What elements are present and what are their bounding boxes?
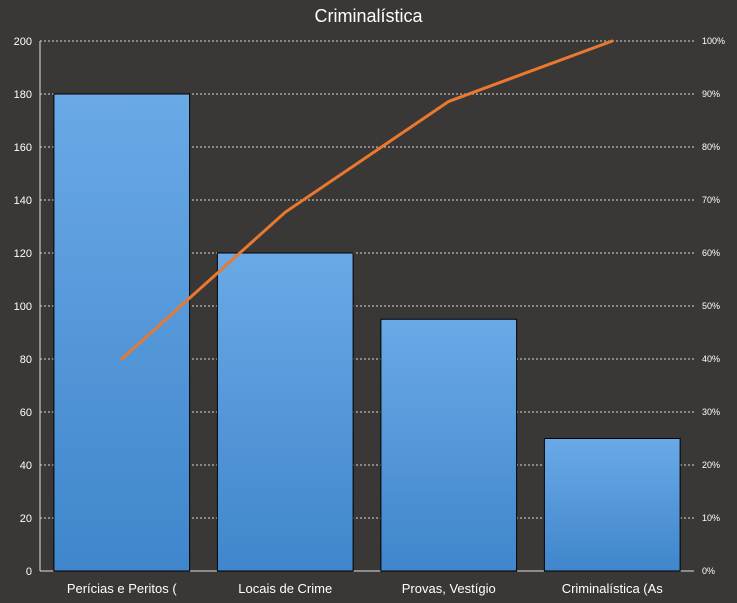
- y2-tick-label: 50%: [702, 301, 720, 311]
- y-tick-label: 140: [14, 195, 32, 207]
- y-tick-label: 40: [20, 460, 32, 472]
- y-tick-label: 0: [26, 566, 32, 578]
- cumulative-line: [120, 39, 614, 361]
- y2-tick-label: 30%: [702, 407, 720, 417]
- y-tick-label: 180: [14, 89, 32, 101]
- y-tick-label: 60: [20, 407, 32, 419]
- x-tick-label: Perícias e Peritos (: [67, 581, 177, 596]
- bar: [216, 252, 354, 572]
- y-tick-label: 160: [14, 142, 32, 154]
- y2-tick-label: 70%: [702, 195, 720, 205]
- y2-tick-label: 0%: [702, 566, 715, 576]
- bar: [543, 438, 681, 572]
- x-tick-label: Criminalística (As: [562, 581, 664, 596]
- y2-tick-label: 40%: [702, 354, 720, 364]
- y2-tick-label: 80%: [702, 142, 720, 152]
- y2-tick-label: 10%: [702, 513, 720, 523]
- bar: [380, 318, 518, 572]
- y-tick-label: 200: [14, 36, 32, 48]
- y-tick-label: 120: [14, 248, 32, 260]
- y-tick-label: 20: [20, 513, 32, 525]
- y-tick-label: 80: [20, 354, 32, 366]
- bar: [53, 93, 191, 572]
- y2-tick-label: 90%: [702, 89, 720, 99]
- x-tick-label: Locais de Crime: [238, 581, 332, 596]
- y2-tick-label: 60%: [702, 248, 720, 258]
- y-tick-label: 100: [14, 301, 32, 313]
- x-tick-label: Provas, Vestígio: [402, 581, 496, 596]
- y2-tick-label: 100%: [702, 36, 725, 46]
- chart-title: Criminalística: [314, 6, 423, 26]
- y2-tick-label: 20%: [702, 460, 720, 470]
